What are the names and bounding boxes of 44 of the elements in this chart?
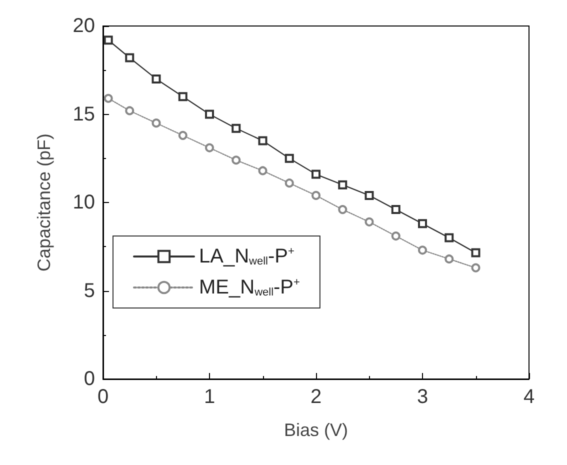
- x-tick-label: 0: [97, 386, 109, 408]
- point: [418, 246, 427, 255]
- point: [178, 92, 188, 102]
- point: [444, 233, 454, 242]
- point: [258, 136, 268, 146]
- point: [471, 248, 480, 258]
- x-tick-label: 4: [523, 386, 535, 408]
- point: [178, 130, 188, 140]
- x-tick-label: 1: [204, 386, 216, 408]
- point: [258, 166, 268, 176]
- point: [152, 118, 161, 128]
- point: [444, 254, 454, 264]
- point: [312, 190, 320, 200]
- x-tick-label: 3: [416, 386, 428, 408]
- point: [418, 219, 427, 228]
- y-tick-label: 0: [84, 368, 95, 390]
- point: [391, 232, 400, 241]
- point: [104, 94, 113, 103]
- point: [312, 170, 320, 179]
- point: [125, 53, 134, 62]
- point: [232, 124, 241, 133]
- point: [338, 180, 348, 190]
- legend-label: LA_Nwell-P+: [199, 246, 294, 268]
- x-axis-title: Bias (V): [284, 420, 348, 440]
- legend-label: ME_Nwell-P+: [199, 276, 300, 298]
- point: [284, 154, 294, 163]
- x-tick-label: 2: [310, 386, 322, 408]
- y-tick-label: 10: [72, 192, 95, 214]
- y-axis-title: Capacitance (pF): [34, 133, 54, 272]
- point: [364, 190, 374, 200]
- y-tick-label: 20: [72, 15, 95, 37]
- point: [284, 178, 294, 188]
- point: [205, 143, 214, 152]
- point: [205, 110, 214, 119]
- point: [338, 205, 348, 214]
- y-tick-label: 15: [72, 103, 95, 126]
- point: [232, 156, 241, 165]
- y-tick-label: 5: [84, 280, 95, 302]
- point: [152, 74, 161, 84]
- point: [364, 217, 374, 226]
- point: [125, 106, 134, 116]
- point: [104, 36, 113, 45]
- point: [471, 263, 480, 272]
- point: [391, 205, 400, 214]
